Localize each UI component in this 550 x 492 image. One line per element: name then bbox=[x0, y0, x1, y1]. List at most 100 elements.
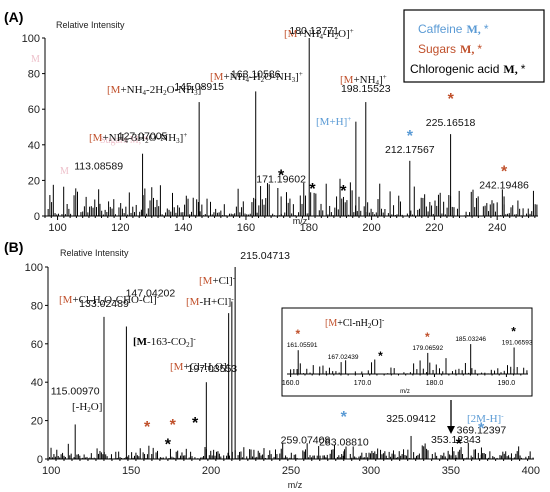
a-peak-label: 180.13771 bbox=[289, 25, 339, 37]
inset-marker-star: * bbox=[295, 327, 300, 341]
a-peak-label: 113.08589 bbox=[74, 160, 123, 172]
b-x-tick-label: 400 bbox=[522, 465, 540, 477]
b-marker-star: * bbox=[170, 417, 177, 434]
ann-a-198: [M+NH4]+ bbox=[340, 73, 387, 87]
panel-a: (A) Relative Intensity m/z Sugars M, * M… bbox=[4, 9, 545, 234]
inset-peak-label: 161.05591 bbox=[287, 342, 318, 349]
legend: Caffeine M, * Sugars M, * Chlorogenic acid M,… bbox=[403, 9, 545, 83]
a-y-tick-label: 60 bbox=[28, 104, 40, 116]
panel-b: (B) Relative Intensity m/z [M+Cl-H2O-CHO… bbox=[4, 239, 540, 490]
panel-b-xlabel: m/z bbox=[288, 480, 303, 490]
b-marker-star: * bbox=[478, 420, 485, 437]
ann-a-127: [M+NH4-3H2O-NH3]+ bbox=[89, 131, 187, 145]
b-peak-label: 197.03553 bbox=[188, 363, 238, 375]
inset-peak-label: 167.02439 bbox=[328, 354, 359, 361]
ann-b-197: [M+Cl-H2O]- bbox=[170, 360, 230, 374]
inset-marker-star: * bbox=[378, 349, 383, 363]
ann-a-163: [M+NH4-H2O-NH3]+ bbox=[210, 70, 303, 84]
inset-plot: 160.0 170.0 180.0 190.0 161.05591 167.02439 17… bbox=[282, 324, 533, 387]
inset-annotation: [M+Cl-nH2O]- bbox=[325, 316, 385, 330]
b-peak-label: 147.04202 bbox=[126, 288, 176, 300]
a-y-tick-label: 100 bbox=[22, 33, 40, 45]
b-y-tick-label: 20 bbox=[31, 416, 43, 428]
b-marker-star: * bbox=[144, 419, 151, 436]
b-marker-star: * bbox=[456, 436, 463, 453]
panel-a-xlabel: m/z bbox=[293, 216, 308, 226]
watermark-sugars: Sugars M, * bbox=[100, 135, 149, 146]
inset-peak-label: 185.03246 bbox=[455, 336, 486, 343]
b-y-tick-label: 80 bbox=[31, 300, 43, 312]
a-peak-label: 225.16518 bbox=[426, 117, 476, 129]
panel-b-letter: (B) bbox=[4, 239, 23, 255]
panel-b-ylabel: Relative Intensity bbox=[60, 248, 129, 258]
a-marker-star: * bbox=[448, 91, 455, 108]
b-peak-label: 115.00970 bbox=[51, 385, 100, 397]
a-y-tick-label: 20 bbox=[28, 175, 40, 187]
legend-sugars: Sugars M, * bbox=[418, 42, 482, 56]
inset-x-tick-label: 180.0 bbox=[426, 380, 444, 387]
panel-a-ylabel: Relative Intensity bbox=[56, 20, 125, 30]
a-peak-label: 171.19602 bbox=[256, 173, 306, 185]
ann-b-133: [M+Cl-H2O-CHO-Cl]- bbox=[59, 293, 160, 307]
panel-a-letter: (A) bbox=[4, 9, 23, 25]
a-x-tick-label: 240 bbox=[488, 222, 506, 234]
watermark-m-2: M bbox=[60, 166, 69, 177]
b-x-tick-label: 100 bbox=[42, 465, 60, 477]
ann-b-mhcl: [M-H+Cl]- bbox=[186, 295, 234, 308]
a-peak-label: 127.07005 bbox=[118, 131, 168, 143]
a-peak-label: 212.17567 bbox=[385, 144, 435, 156]
inset-x-tick-label: 170.0 bbox=[354, 380, 372, 387]
inset: [M+Cl-nH2O]- m/z 160.0 170.0 180.0 190.0 161… bbox=[281, 307, 533, 397]
b-x-tick-label: 200 bbox=[202, 465, 220, 477]
a-y-tick-label: 40 bbox=[28, 140, 40, 152]
a-y-tick-label: 0 bbox=[34, 211, 40, 223]
a-peak-label: 242.19486 bbox=[479, 179, 529, 191]
ann-a-145: [M+NH4-2H2O-NH3]+ bbox=[107, 83, 205, 97]
b-x-tick-label: 150 bbox=[122, 465, 140, 477]
inset-marker-star: * bbox=[425, 330, 430, 344]
inset-x-tick-label: 160.0 bbox=[282, 380, 300, 387]
b-y-tick-label: 0 bbox=[37, 454, 43, 466]
b-x-tick-label: 250 bbox=[282, 465, 300, 477]
a-marker-star: * bbox=[407, 128, 414, 145]
a-x-tick-label: 140 bbox=[174, 222, 192, 234]
a-x-tick-label: 120 bbox=[111, 222, 129, 234]
b-peak-label: 369.12397 bbox=[457, 424, 507, 436]
b-x-tick-label: 350 bbox=[442, 465, 460, 477]
b-peak-label: 215.04713 bbox=[240, 250, 290, 262]
b-y-tick-label: 60 bbox=[31, 339, 43, 351]
a-marker-star: * bbox=[278, 167, 285, 184]
watermark-m-1: M bbox=[31, 54, 40, 65]
a-y-tick-label: 80 bbox=[28, 69, 40, 81]
arrow-mh-head bbox=[447, 426, 455, 434]
a-peak-label: 198.15523 bbox=[341, 83, 391, 95]
b-peak-label: 259.07408 bbox=[281, 434, 331, 446]
b-peak-label: 325.09412 bbox=[386, 413, 436, 425]
b-marker-star: * bbox=[165, 436, 172, 453]
a-x-tick-label: 200 bbox=[362, 222, 380, 234]
ann-a-mh: [M+H]+ bbox=[316, 115, 351, 128]
a-peak-label: 163.10586 bbox=[231, 68, 281, 80]
b-peak-label: 283.08810 bbox=[319, 436, 369, 448]
b-marker-star: * bbox=[192, 415, 199, 432]
ann-b-mcl: [M+Cl]- bbox=[199, 274, 236, 287]
inset-xlabel: m/z bbox=[400, 389, 410, 395]
inset-x-tick-label: 190.0 bbox=[498, 380, 516, 387]
ann-a-180: [M+NH4-H2O]+ bbox=[284, 27, 354, 41]
legend-caffeine: Caffeine M, * bbox=[418, 22, 489, 36]
a-x-tick-label: 160 bbox=[237, 222, 255, 234]
a-peak-label: 145.08915 bbox=[174, 81, 224, 93]
ann-b-2mh: [2M-H]- bbox=[467, 412, 504, 425]
a-marker-star: * bbox=[309, 181, 316, 198]
ann-b-h2o: [-H2O] bbox=[72, 401, 102, 414]
inset-marker-star: * bbox=[511, 324, 516, 338]
ann-b-147: [M-163-CO2]- bbox=[133, 335, 196, 349]
panel-b-plot: 0 20 40 60 80 100 100 150 200 250 300 350 400 115.009… bbox=[25, 250, 540, 477]
inset-peak-label: 179.06592 bbox=[412, 345, 443, 352]
a-x-tick-label: 180 bbox=[300, 222, 318, 234]
b-marker-star: * bbox=[341, 409, 348, 426]
b-peak-label: 353.12343 bbox=[431, 434, 481, 446]
b-y-tick-label: 100 bbox=[25, 262, 43, 274]
panel-a-plot: 0 20 40 60 80 100 100 120 140 160 180 200 220 240 113.… bbox=[22, 25, 538, 234]
